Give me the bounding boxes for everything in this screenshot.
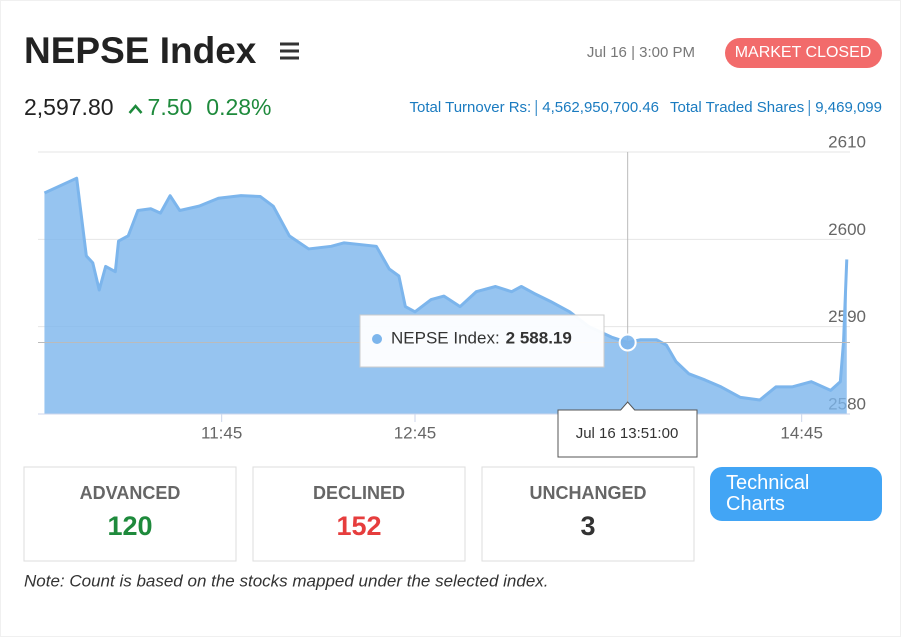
datetime: Jul 16 | 3:00 PM <box>587 44 695 61</box>
shares-value: 9,469,099 <box>815 99 882 116</box>
change-percent: 0.28% <box>206 94 271 120</box>
x-tick-label: 11:45 <box>201 423 242 442</box>
technical-charts-button[interactable] <box>710 467 882 521</box>
stat-value: 3 <box>580 511 595 541</box>
stat-box <box>252 466 466 562</box>
tooltip-dot <box>372 334 382 344</box>
x-tick-label: 12:45 <box>394 423 437 442</box>
x-label-box <box>557 401 698 458</box>
index-value: 2,597.80 <box>24 94 114 120</box>
stat-label: DECLINED <box>313 483 405 503</box>
turnover-value: 4,562,950,700.46 <box>542 99 659 116</box>
tooltip-label: NEPSE Index: <box>391 328 500 347</box>
y-tick-label: 2610 <box>828 132 866 151</box>
x-tick-label: 14:45 <box>780 423 823 442</box>
y-tick-label: 2600 <box>828 220 866 239</box>
button-text[interactable]: Technical Charts <box>726 472 809 515</box>
tooltip-box <box>359 314 605 368</box>
tooltip-value: 2 588.19 <box>506 328 572 347</box>
line <box>43 176 849 402</box>
note: Note: Count is based on the stocks mappe… <box>24 571 549 590</box>
stat-label: UNCHANGED <box>530 483 647 503</box>
x-label: Jul 16 13:51:00 <box>576 425 679 442</box>
y-tick-label: 2590 <box>828 307 866 326</box>
title: NEPSE Index <box>24 30 257 71</box>
status-badge <box>725 38 882 68</box>
stat-label: ADVANCED <box>80 483 181 503</box>
hover-point <box>618 333 637 352</box>
status-text: MARKET CLOSED <box>735 44 872 61</box>
up-caret <box>128 104 143 114</box>
area-fill <box>44 178 847 414</box>
shares-label: Total Traded Shares <box>670 99 804 116</box>
stat-box <box>23 466 237 562</box>
turnover-label: Total Turnover Rs: <box>410 99 532 116</box>
change: 7.50 <box>148 94 193 120</box>
stat-value: 120 <box>107 511 152 541</box>
stat-value: 152 <box>336 511 381 541</box>
stat-box <box>481 466 695 562</box>
menu-icon[interactable] <box>280 42 299 60</box>
stats: ADVANCED 120 DECLINED 152 UNCHANGED 3 <box>23 466 695 562</box>
